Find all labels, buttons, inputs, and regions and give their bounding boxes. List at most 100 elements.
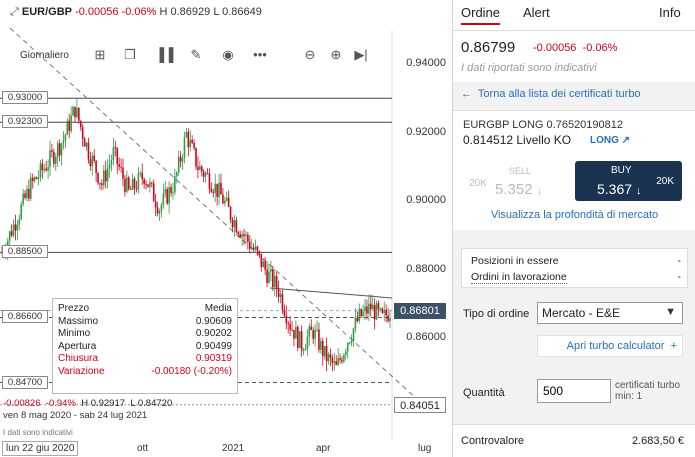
candle-body (385, 309, 387, 316)
candle-body (227, 197, 230, 207)
skip-forward-icon[interactable]: ▶| (354, 47, 368, 62)
back-link-label: Torna alla lista dei certificati turbo (477, 88, 641, 100)
tab-ordine[interactable]: Ordine (461, 5, 501, 25)
candle-body (164, 189, 167, 194)
candle-body (335, 361, 338, 365)
certificate-name: EURGBP LONG 0.76520190812 (463, 119, 624, 131)
candle-body (314, 329, 316, 339)
zoom-out-icon[interactable]: ⊖ (304, 47, 316, 62)
candle-body (124, 178, 126, 192)
candle-body (308, 326, 311, 337)
eye-icon[interactable]: ◉ (222, 47, 234, 62)
tooltip-label: Massimo (58, 315, 99, 327)
candle-body (248, 241, 251, 249)
candle-body (306, 336, 309, 349)
candle-body (108, 164, 111, 169)
candle-body (168, 187, 170, 204)
direction-link[interactable]: LONG ↗ (590, 135, 630, 146)
candle-body (131, 178, 134, 190)
level-label[interactable]: 0.93000 (2, 91, 48, 105)
level-label[interactable]: 0.92300 (2, 115, 48, 129)
candle-body (149, 182, 151, 187)
candle-body (28, 188, 30, 199)
order-type-select[interactable]: Mercato - E&E ▼ (537, 302, 683, 324)
sell-button[interactable]: SELL 20K 5.352 ↓ (469, 162, 569, 202)
candle-body (8, 231, 11, 241)
sell-label: SELL (509, 166, 532, 176)
candle-body (16, 224, 19, 231)
candle-body (31, 177, 34, 181)
market-depth-link[interactable]: Visualizza la profondità di mercato (490, 209, 659, 221)
candle-body (141, 172, 144, 180)
candle-body (256, 246, 259, 252)
cursor-price-tag: 0.84051 (394, 396, 446, 413)
candle-body (362, 311, 364, 317)
candle-body (369, 303, 372, 310)
countervalue-label: Controvalore (461, 435, 524, 447)
candle-body (321, 341, 324, 357)
candle-body (204, 173, 207, 177)
candle-body (133, 178, 136, 189)
chart-pane[interactable]: ⤢ EUR/GBP -0.00056 -0.06% H 0.86929 L 0.… (0, 0, 452, 457)
orders-value: - (677, 271, 682, 283)
candle-body (112, 147, 115, 160)
candle-body (381, 308, 384, 313)
candle-body (339, 358, 341, 360)
candle-body (260, 253, 263, 268)
external-link-icon: ↗ (621, 135, 631, 146)
candle-body (200, 166, 203, 172)
trend-line-flat (269, 287, 393, 299)
pencil-icon[interactable]: ✎ (190, 47, 202, 62)
candle-body (37, 177, 40, 179)
candle-body (241, 234, 243, 238)
candle-body (95, 160, 97, 173)
grid-icon[interactable]: ⊞ (94, 47, 106, 62)
level-label[interactable]: 0.86600 (2, 310, 48, 324)
back-link[interactable]: ← Torna alla lista dei certificati turbo (461, 88, 641, 100)
candle-body (272, 269, 274, 288)
positions-value: - (677, 255, 682, 267)
period-selector[interactable]: Giornaliero (20, 50, 69, 61)
buy-button[interactable]: BUY 5.367 ↓ 20K (575, 161, 682, 201)
level-label[interactable]: 0.88500 (2, 245, 48, 259)
direction-label: LONG (590, 135, 619, 146)
zoom-in-icon[interactable]: ⊕ (330, 47, 342, 62)
candle-body (291, 329, 293, 331)
tooltip-value: 0.90499 (195, 340, 232, 352)
candle-body (199, 166, 201, 170)
candle-body (64, 134, 67, 141)
footer-low: L 0.84720 (130, 398, 173, 409)
positions-link[interactable]: Posizioni in essere (471, 255, 559, 267)
candle-body (158, 211, 161, 214)
turbo-calculator-link[interactable]: Apri turbo calculator + (537, 335, 683, 357)
tooltip-value: -0.00180 (-0.20%) (151, 365, 232, 377)
orders-link[interactable]: Ordini in lavorazione (471, 271, 567, 284)
y-tick-label: 0.86000 (406, 331, 446, 343)
quote-box: 0.86799 -0.00056 -0.06% I dati riportati… (453, 30, 695, 82)
candle-body (266, 269, 268, 283)
candle-body (174, 176, 176, 193)
layers-icon[interactable]: ❐ (124, 47, 136, 62)
candle-body (43, 168, 46, 171)
candle-body (298, 331, 301, 348)
tooltip-col2: Media (204, 303, 232, 314)
expand-icon[interactable]: ⤢ (10, 6, 19, 18)
quantity-input[interactable] (537, 379, 611, 403)
candle-body (233, 220, 236, 228)
candle-body (352, 328, 355, 341)
candle-body (297, 326, 299, 348)
candle-body (341, 359, 343, 362)
candle-body (14, 224, 17, 231)
footer-change-pct: -0.94% (45, 398, 76, 409)
more-icon[interactable]: ••• (253, 47, 267, 62)
candle-body (366, 306, 368, 314)
candle-body (183, 137, 186, 158)
candle-body (103, 170, 105, 186)
tab-info[interactable]: Info (659, 5, 681, 20)
bar-chart-icon[interactable]: ▐▐ (155, 47, 174, 62)
candle-body (160, 204, 163, 212)
tab-alert[interactable]: Alert (523, 5, 550, 20)
candle-body (229, 206, 232, 220)
candle-body (346, 343, 349, 352)
level-label[interactable]: 0.84700 (2, 375, 48, 389)
